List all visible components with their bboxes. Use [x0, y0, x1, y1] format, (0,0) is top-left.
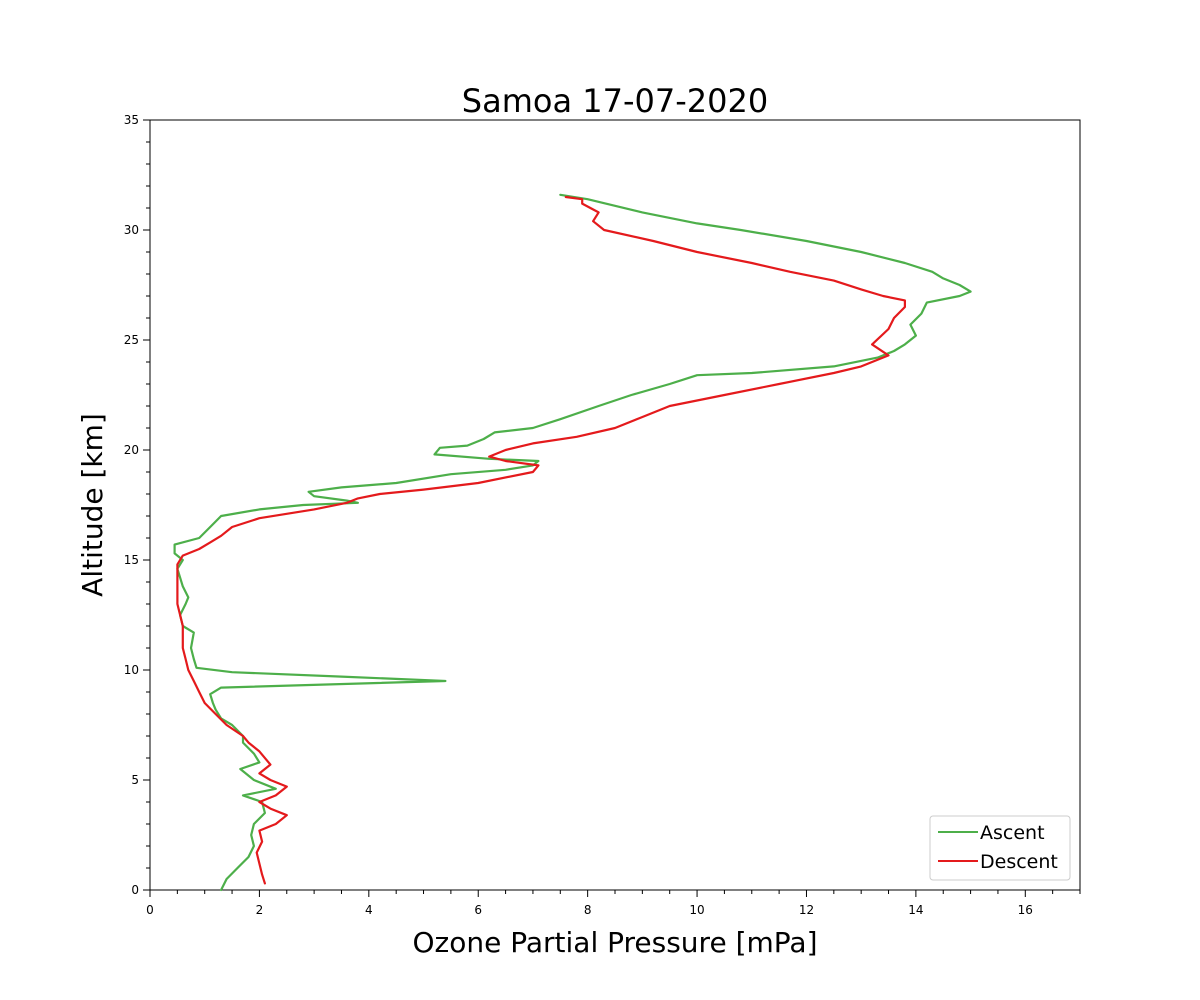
x-tick-label: 8	[584, 903, 592, 917]
axis-ticks: 0 2 4 6 8 10 12 14 16 0 5 10 15 20 25 30 35	[124, 113, 1081, 917]
x-tick-label: 14	[908, 903, 923, 917]
y-tick-label: 20	[124, 443, 139, 457]
chart-title: Samoa 17-07-2020	[462, 82, 768, 120]
x-axis-label: Ozone Partial Pressure [mPa]	[412, 926, 817, 959]
x-tick-label: 10	[689, 903, 704, 917]
legend-label-descent: Descent	[980, 851, 1058, 873]
x-tick-label: 6	[474, 903, 482, 917]
x-tick-label: 16	[1018, 903, 1033, 917]
y-tick-label: 15	[124, 553, 139, 567]
x-tick-label: 2	[256, 903, 264, 917]
y-tick-label: 35	[124, 113, 139, 127]
x-tick-label: 12	[799, 903, 814, 917]
y-tick-label: 0	[131, 883, 139, 897]
legend-label-ascent: Ascent	[980, 822, 1045, 844]
x-tick-label: 0	[146, 903, 154, 917]
series-layer	[173, 193, 972, 892]
y-axis-label: Altitude [km]	[76, 413, 109, 597]
series-line-descent	[176, 195, 907, 885]
legend: Ascent Descent	[929, 815, 1071, 881]
y-tick-label: 25	[124, 333, 139, 347]
x-tick-label: 4	[365, 903, 373, 917]
y-tick-label: 5	[131, 773, 139, 787]
y-tick-label: 10	[124, 663, 139, 677]
series-line-ascent	[173, 193, 972, 892]
y-tick-label: 30	[124, 223, 139, 237]
